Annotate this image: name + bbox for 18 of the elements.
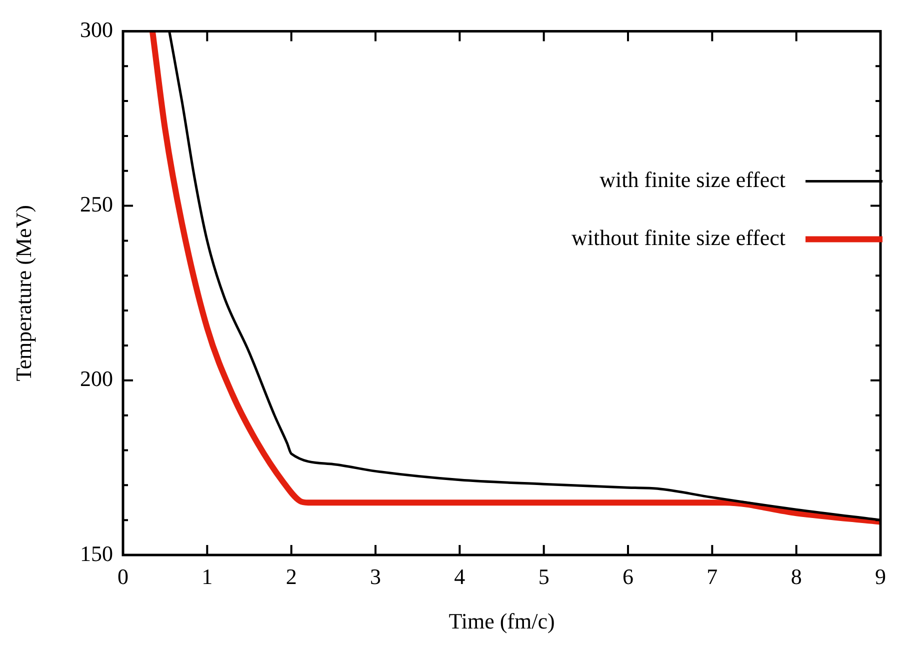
y-tick-label: 200 <box>80 366 113 392</box>
y-tick-label: 300 <box>80 16 113 42</box>
x-tick-label: 9 <box>875 564 886 589</box>
y-axis-title: Temperature (MeV) <box>10 204 36 382</box>
x-tick-label: 1 <box>202 564 213 589</box>
y-tick-label: 150 <box>80 540 113 566</box>
x-tick-label: 0 <box>118 564 128 589</box>
x-tick-label: 7 <box>706 564 718 589</box>
x-axis-title: Time (fm/c) <box>448 608 555 634</box>
legend-label: without finite size effect <box>571 224 786 250</box>
legend-label: with finite size effect <box>600 166 786 192</box>
x-tick-label: 3 <box>370 564 381 589</box>
y-tick-label: 250 <box>80 192 113 217</box>
x-tick-label: 8 <box>790 564 802 589</box>
x-tick-label: 4 <box>454 564 466 589</box>
x-tick-label: 6 <box>622 564 634 589</box>
x-tick-label: 2 <box>286 564 297 589</box>
x-tick-label: 5 <box>538 564 550 589</box>
